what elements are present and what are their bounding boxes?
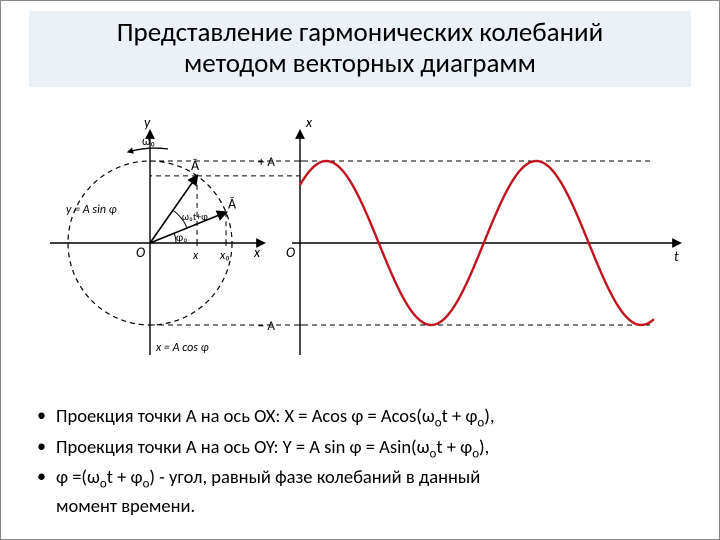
svg-text:x₀: x₀ [219,249,230,263]
slide: Представление гармонических колебаний ме… [0,0,720,540]
b2-sub2: о [472,446,479,461]
svg-text:x: x [305,114,313,131]
svg-text:− A: − A [258,319,275,334]
b1-sub1: о [435,416,442,431]
b1-pre: Проекция точки A на ось OX: X = Acos [56,404,351,427]
svg-text:y: y [144,114,151,131]
bullet-3: • φ =(ωоt + φо) - угол, равный фазе коле… [37,465,691,518]
bullet-dot-icon: • [37,404,46,427]
svg-text:ω₀t+φ: ω₀t+φ [182,210,208,223]
b3-line2: момент времени. [56,494,195,517]
bullet-dot-icon: • [37,435,46,458]
title-line2: методом векторных диаграмм [184,47,536,80]
phasor-sine-svg: yxOxx₀ĀĀφ₀ω₀t+φω₀y = A sin φx = A cos φ … [35,93,685,393]
svg-text:ω₀: ω₀ [142,135,155,149]
b3-mid: t + φ [107,465,143,488]
svg-text:φ₀: φ₀ [176,231,187,244]
b1-end: ), [484,404,494,427]
svg-text:+ A: + A [258,155,275,170]
b3-sub1: о [100,477,107,492]
bullet-2-text: Проекция точки A на ось OY: Y = A sin φ … [56,435,489,464]
svg-text:x = A cos φ: x = A cos φ [155,341,209,355]
svg-text:t: t [674,248,679,265]
svg-text:Ā: Ā [228,195,237,212]
bullet-1: • Проекция точки A на ось OX: X = Acos φ… [37,404,691,433]
b3-pre: φ =(ω [56,465,100,488]
bullet-dot-icon: • [37,465,46,488]
b2-end: ), [479,435,489,458]
svg-text:x: x [192,249,199,263]
b1-mid2: t + φ [442,404,478,427]
circle-plot: y x Ox x₀ Ā Āφ₀ ω₀t+φ ω₀ y = A sin φ x = A cos φ [50,114,264,355]
diagram: yxOxx₀ĀĀφ₀ω₀t+φω₀y = A sin φx = A cos φ … [29,93,691,398]
b2-mid2: t + φ [436,435,472,458]
svg-text:x: x [253,244,261,261]
sine-plot: Ox t + A − A [150,114,680,355]
b2-pre: Проекция точки A на ось OY: Y = A sin [56,435,350,458]
page-title: Представление гармонических колебаний ме… [41,17,679,79]
svg-text:y = A sin φ: y = A sin φ [66,203,117,217]
b3-end: ) - угол, равный фазе колебаний в данный [149,465,480,488]
title-box: Представление гармонических колебаний ме… [29,11,691,87]
bullet-list: • Проекция точки A на ось OX: X = Acos φ… [29,404,691,518]
b1-mid: φ = Acos(ω [351,404,435,427]
bullet-2: • Проекция точки A на ось OY: Y = A sin … [37,435,691,464]
svg-text:Ā: Ā [191,157,200,174]
svg-text:O: O [286,244,295,261]
bullet-1-text: Проекция точки A на ось OX: X = Acos φ =… [56,404,495,433]
b2-mid: φ = Asin(ω [350,435,430,458]
title-line1: Представление гармонических колебаний [117,16,603,49]
svg-text:O: O [136,244,145,261]
bullet-3-text: φ =(ωоt + φо) - угол, равный фазе колеба… [56,465,480,518]
